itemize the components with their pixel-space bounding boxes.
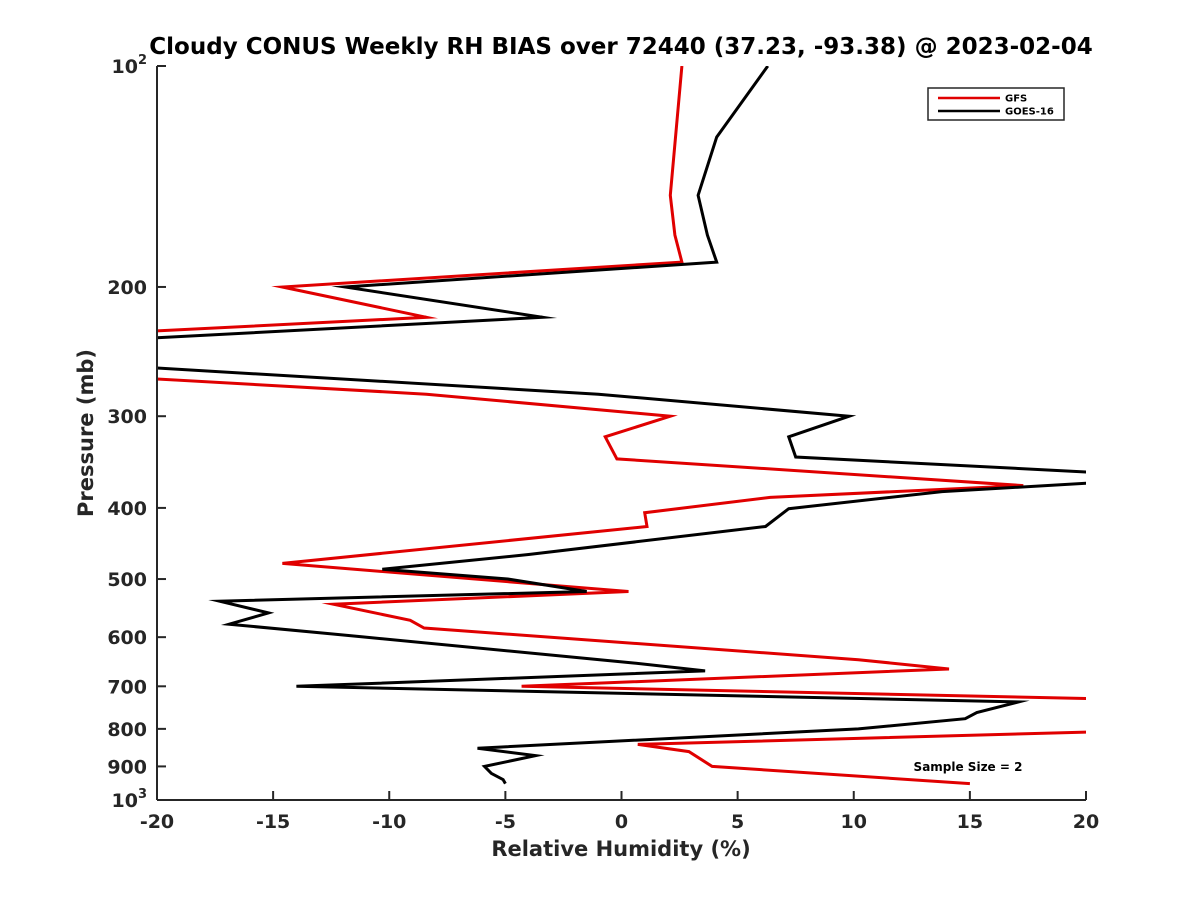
y-tick-label: 300	[107, 406, 147, 428]
x-tick-label: -15	[256, 811, 290, 833]
y-tick-label: 700	[107, 676, 147, 698]
legend: GFS GOES-16	[927, 87, 1065, 121]
x-ticks: -20 -15 -10 -5 0 5 10 15 20	[140, 791, 1099, 833]
y-tick-label: 600	[107, 627, 147, 649]
y-tick-label: 500	[107, 569, 147, 591]
y-tick-label: 800	[107, 719, 147, 741]
x-tick-label: -10	[372, 811, 406, 833]
legend-label-goes-16: GOES-16	[1005, 107, 1054, 118]
y-tick-label: 900	[107, 756, 147, 778]
x-axis-label: Relative Humidity (%)	[491, 837, 750, 861]
y-tick-label: 200	[107, 277, 147, 299]
y-tick-label: 102	[112, 53, 148, 78]
series-line-gfs	[157, 66, 1086, 786]
series-layer	[157, 66, 1086, 786]
x-tick-label: 10	[841, 811, 867, 833]
x-tick-label: -20	[140, 811, 174, 833]
x-tick-label: 0	[615, 811, 628, 833]
y-axis-label: Pressure (mb)	[74, 349, 98, 517]
y-tick-label: 400	[107, 498, 147, 520]
y-tick-label: 103	[112, 787, 148, 812]
series-line-goes-16	[157, 66, 1086, 785]
x-tick-label: 15	[957, 811, 983, 833]
x-tick-label: 5	[731, 811, 744, 833]
sample-size-annotation: Sample Size = 2	[914, 760, 1023, 774]
x-tick-label: 20	[1073, 811, 1099, 833]
legend-box	[927, 87, 1065, 121]
x-tick-label: -5	[495, 811, 516, 833]
legend-label-gfs: GFS	[1005, 94, 1027, 105]
chart-title: Cloudy CONUS Weekly RH BIAS over 72440 (…	[149, 34, 1092, 60]
y-ticks: 102 200 300 400 500 600 700 800 900 103	[107, 53, 166, 812]
